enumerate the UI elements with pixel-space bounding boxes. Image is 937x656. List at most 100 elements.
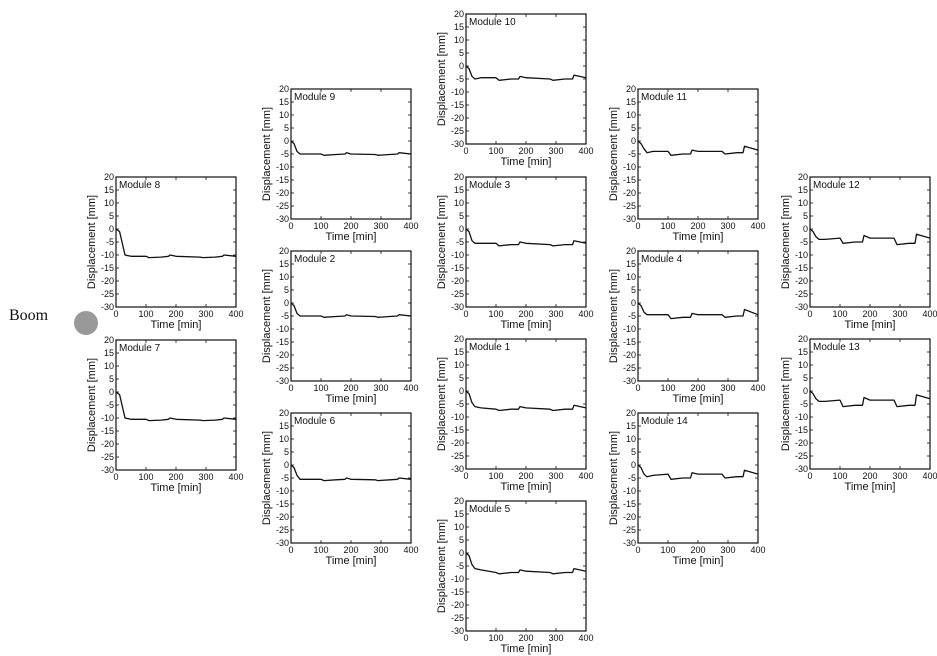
y-tick-label: -20	[795, 276, 808, 286]
displacement-series-line	[809, 228, 931, 246]
y-tick-label: -30	[795, 302, 808, 312]
y-tick-label: 15	[626, 421, 636, 431]
x-tick-label: 0	[288, 545, 293, 555]
y-tick-label: -30	[101, 465, 114, 475]
y-tick-label: -25	[451, 613, 464, 623]
y-tick-label: 5	[803, 373, 808, 383]
y-tick-label: 20	[798, 172, 808, 182]
y-tick-label: 0	[631, 460, 636, 470]
y-tick-label: -5	[800, 237, 808, 247]
x-tick-label: 0	[807, 309, 812, 319]
y-tick-label: -30	[101, 302, 114, 312]
y-tick-label: 20	[798, 334, 808, 344]
y-tick-label: -20	[623, 188, 636, 198]
y-axis-label: Displacement [mm]	[261, 107, 273, 201]
plot-title: Module 5	[469, 504, 511, 515]
x-tick-label: 100	[660, 221, 675, 231]
y-tick-label: 20	[454, 172, 464, 182]
y-tick-label: 0	[803, 386, 808, 396]
y-tick-label: 15	[454, 509, 464, 519]
y-tick-label: -30	[623, 376, 636, 386]
y-tick-label: 5	[284, 123, 289, 133]
x-tick-label: 300	[548, 309, 563, 319]
x-tick-label: 300	[548, 471, 563, 481]
y-tick-label: 5	[803, 211, 808, 221]
x-tick-label: 400	[228, 472, 243, 482]
y-tick-label: -30	[451, 626, 464, 636]
x-tick-label: 100	[488, 309, 503, 319]
plot-title: Module 4	[641, 254, 683, 265]
displacement-series-line	[637, 302, 759, 320]
y-tick-label: -10	[101, 250, 114, 260]
x-tick-label: 200	[518, 309, 533, 319]
y-tick-label: 10	[454, 35, 464, 45]
x-tick-label: 300	[198, 472, 213, 482]
plot-frame	[115, 176, 237, 308]
y-axis-label: Displacement [mm]	[780, 195, 792, 289]
y-tick-label: 0	[459, 224, 464, 234]
y-tick-label: -20	[276, 512, 289, 522]
plot-frame	[290, 412, 412, 544]
y-axis-label: Displacement [mm]	[436, 32, 448, 126]
y-tick-label: 15	[279, 421, 289, 431]
y-tick-label: -5	[281, 311, 289, 321]
y-tick-label: -15	[623, 499, 636, 509]
y-tick-label: -30	[451, 139, 464, 149]
y-tick-label: -5	[800, 399, 808, 409]
x-tick-label: 400	[578, 633, 593, 643]
y-tick-label: 20	[626, 84, 636, 94]
x-tick-label: 100	[138, 472, 153, 482]
y-tick-label: -25	[623, 363, 636, 373]
y-axis-label: Displacement [mm]	[608, 431, 620, 525]
y-tick-label: 15	[104, 185, 114, 195]
y-tick-label: -20	[276, 350, 289, 360]
y-tick-label: 0	[459, 548, 464, 558]
y-tick-label: -10	[101, 413, 114, 423]
plot-frame	[465, 176, 587, 308]
x-axis-label: Time [min]	[501, 481, 552, 493]
y-tick-label: 0	[284, 298, 289, 308]
y-tick-label: 5	[459, 48, 464, 58]
x-tick-label: 400	[750, 545, 765, 555]
y-tick-label: -5	[628, 149, 636, 159]
y-tick-label: 0	[803, 224, 808, 234]
x-tick-label: 200	[690, 383, 705, 393]
y-tick-label: -25	[276, 201, 289, 211]
y-tick-label: -25	[276, 363, 289, 373]
y-tick-label: 5	[109, 374, 114, 384]
y-tick-label: -20	[623, 512, 636, 522]
x-tick-label: 100	[313, 545, 328, 555]
x-tick-label: 200	[518, 471, 533, 481]
y-tick-label: 10	[104, 361, 114, 371]
y-tick-label: -20	[451, 276, 464, 286]
x-axis-label: Time [min]	[501, 156, 552, 168]
y-tick-label: -15	[451, 425, 464, 435]
y-axis-label: Displacement [mm]	[436, 357, 448, 451]
x-axis-label: Time [min]	[326, 231, 377, 243]
y-tick-label: 0	[459, 61, 464, 71]
x-tick-label: 100	[832, 309, 847, 319]
x-tick-label: 200	[343, 545, 358, 555]
x-tick-label: 0	[463, 146, 468, 156]
x-tick-label: 400	[750, 383, 765, 393]
x-axis-label: Time [min]	[501, 643, 552, 655]
y-tick-label: -10	[451, 87, 464, 97]
displacement-series-line	[290, 464, 412, 482]
y-tick-label: 0	[109, 224, 114, 234]
y-tick-label: 10	[798, 360, 808, 370]
plot-title: Module 10	[469, 17, 516, 28]
y-tick-label: -25	[795, 451, 808, 461]
plot-title: Module 12	[813, 180, 860, 191]
y-tick-label: -15	[795, 425, 808, 435]
y-tick-label: -15	[623, 175, 636, 185]
displacement-series-line	[290, 302, 412, 318]
y-tick-label: -30	[623, 538, 636, 548]
y-tick-label: 15	[279, 97, 289, 107]
y-tick-label: 15	[798, 347, 808, 357]
